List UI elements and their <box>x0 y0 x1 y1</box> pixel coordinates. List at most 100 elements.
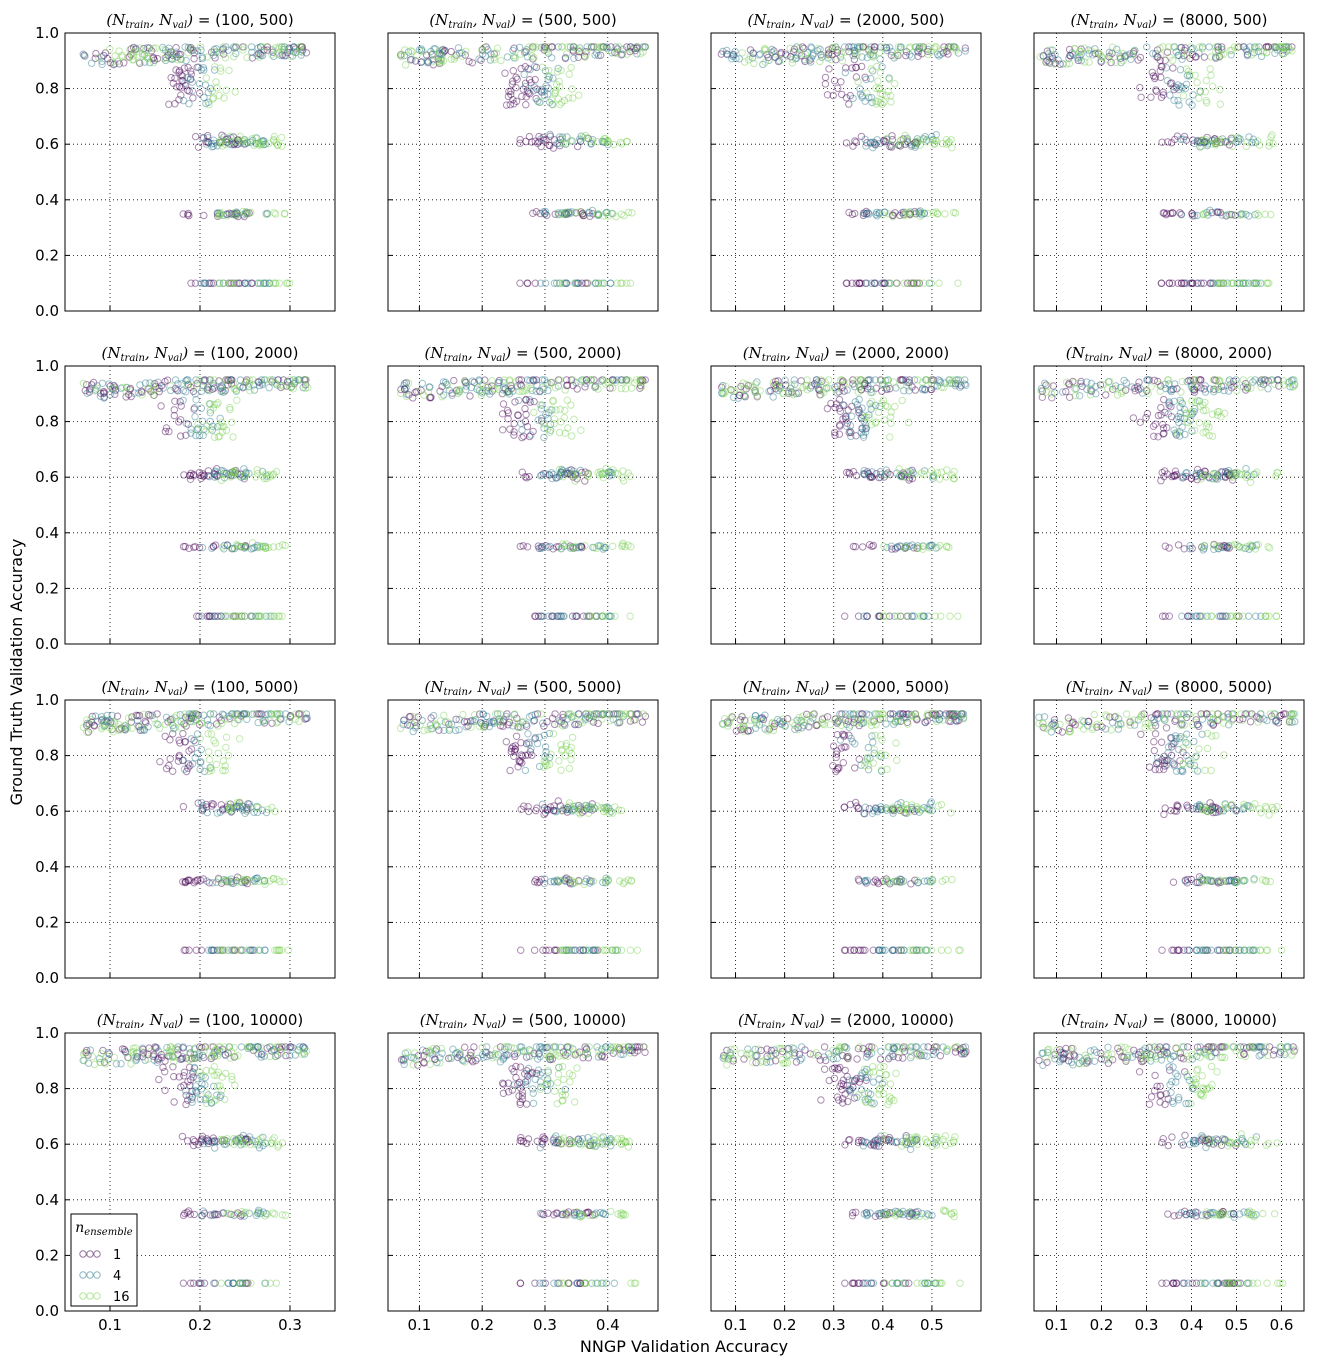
scatter-point <box>600 43 608 51</box>
scatter-point <box>564 209 573 217</box>
scatter-point <box>562 140 570 148</box>
scatter-point <box>256 43 265 51</box>
scatter-panel: (Ntrain, Nval) = (500, 5000) <box>387 678 659 979</box>
scatter-point <box>557 66 565 75</box>
scatter-point <box>129 55 138 64</box>
scatter-point <box>851 209 859 218</box>
panel-title-math: , N <box>473 11 497 29</box>
scatter-point <box>566 43 575 51</box>
scatter-point <box>870 745 879 754</box>
scatter-point <box>589 210 597 218</box>
scatter-point <box>397 52 406 61</box>
scatter-point <box>193 63 201 72</box>
scatter-point <box>541 43 549 51</box>
scatter-point <box>246 387 254 395</box>
scatter-point <box>437 56 445 64</box>
panel-title-math: ) <box>827 11 834 29</box>
scatter-point <box>537 43 545 52</box>
scatter-point <box>880 416 888 424</box>
scatter-point <box>769 393 777 401</box>
scatter-point <box>535 138 543 146</box>
scatter-point <box>906 210 914 218</box>
scatter-point <box>288 52 297 60</box>
scatter-point <box>234 136 242 144</box>
panel-title-math: (N <box>748 11 768 29</box>
scatter-point <box>915 209 924 218</box>
scatter-point <box>568 432 576 440</box>
scatter-point <box>523 87 532 95</box>
scatter-point <box>1165 544 1173 552</box>
scatter-point <box>208 143 216 151</box>
scatter-point <box>558 98 566 106</box>
scatter-point <box>1166 91 1174 99</box>
scatter-point <box>521 82 530 91</box>
scatter-point <box>858 62 866 71</box>
scatter-point <box>915 279 924 287</box>
scatter-point <box>618 279 626 287</box>
scatter-point <box>544 72 552 80</box>
scatter-point <box>179 96 188 105</box>
scatter-point <box>576 208 584 216</box>
points <box>717 43 969 287</box>
scatter-point <box>182 419 191 428</box>
scatter-point <box>574 142 582 151</box>
scatter-point <box>184 211 192 219</box>
scatter-point <box>209 279 218 287</box>
scatter-point <box>918 50 926 58</box>
scatter-point <box>913 139 921 148</box>
scatter-point <box>521 766 530 775</box>
scatter-point <box>878 279 886 287</box>
scatter-point <box>297 51 305 59</box>
scatter-point <box>588 43 596 51</box>
scatter-point <box>251 134 260 142</box>
scatter-point <box>904 383 912 391</box>
scatter-point <box>530 43 538 51</box>
scatter-point <box>946 43 954 51</box>
scatter-point <box>862 142 870 150</box>
scatter-point <box>138 52 147 60</box>
panel-title-math: , N <box>1109 678 1133 696</box>
scatter-point <box>253 51 261 59</box>
scatter-point <box>872 208 881 217</box>
scatter-point <box>188 87 197 95</box>
scatter-point <box>1193 78 1201 87</box>
panel-title-math: , N <box>150 11 174 29</box>
scatter-point <box>177 91 185 99</box>
scatter-point <box>235 735 244 743</box>
scatter-point <box>590 43 598 51</box>
scatter-point <box>511 54 520 62</box>
scatter-point <box>522 93 530 101</box>
scatter-point <box>869 738 877 746</box>
scatter-point <box>916 207 924 215</box>
scatter-point <box>881 279 889 287</box>
scatter-point <box>612 213 620 221</box>
scatter-point <box>233 396 241 404</box>
scatter-point <box>252 139 260 148</box>
scatter-point <box>233 136 242 144</box>
scatter-point <box>239 137 247 146</box>
scatter-point <box>506 101 514 109</box>
scatter-point <box>209 94 218 102</box>
scatter-point <box>292 48 300 57</box>
scatter-point <box>492 49 501 57</box>
scatter-point <box>632 43 640 51</box>
y-tick-label: 0.4 <box>35 858 59 876</box>
scatter-point <box>574 53 583 61</box>
scatter-point <box>563 396 571 404</box>
subscript-train: train <box>448 20 472 31</box>
scatter-point <box>540 91 549 100</box>
y-tick-label: 0.2 <box>35 579 59 597</box>
scatter-point <box>197 745 206 754</box>
scatter-point <box>732 727 741 735</box>
scatter-point <box>597 43 605 51</box>
scatter-point <box>512 732 521 740</box>
panel-title-value: = (8000, 2000) <box>1153 344 1273 362</box>
scatter-point <box>499 426 507 434</box>
scatter-point <box>569 46 577 54</box>
panel-title-math: (N <box>1066 678 1086 696</box>
scatter-point <box>913 47 922 55</box>
scatter-point <box>894 141 903 149</box>
scatter-point <box>95 54 103 62</box>
scatter-point <box>208 95 217 103</box>
scatter-point <box>570 43 578 51</box>
